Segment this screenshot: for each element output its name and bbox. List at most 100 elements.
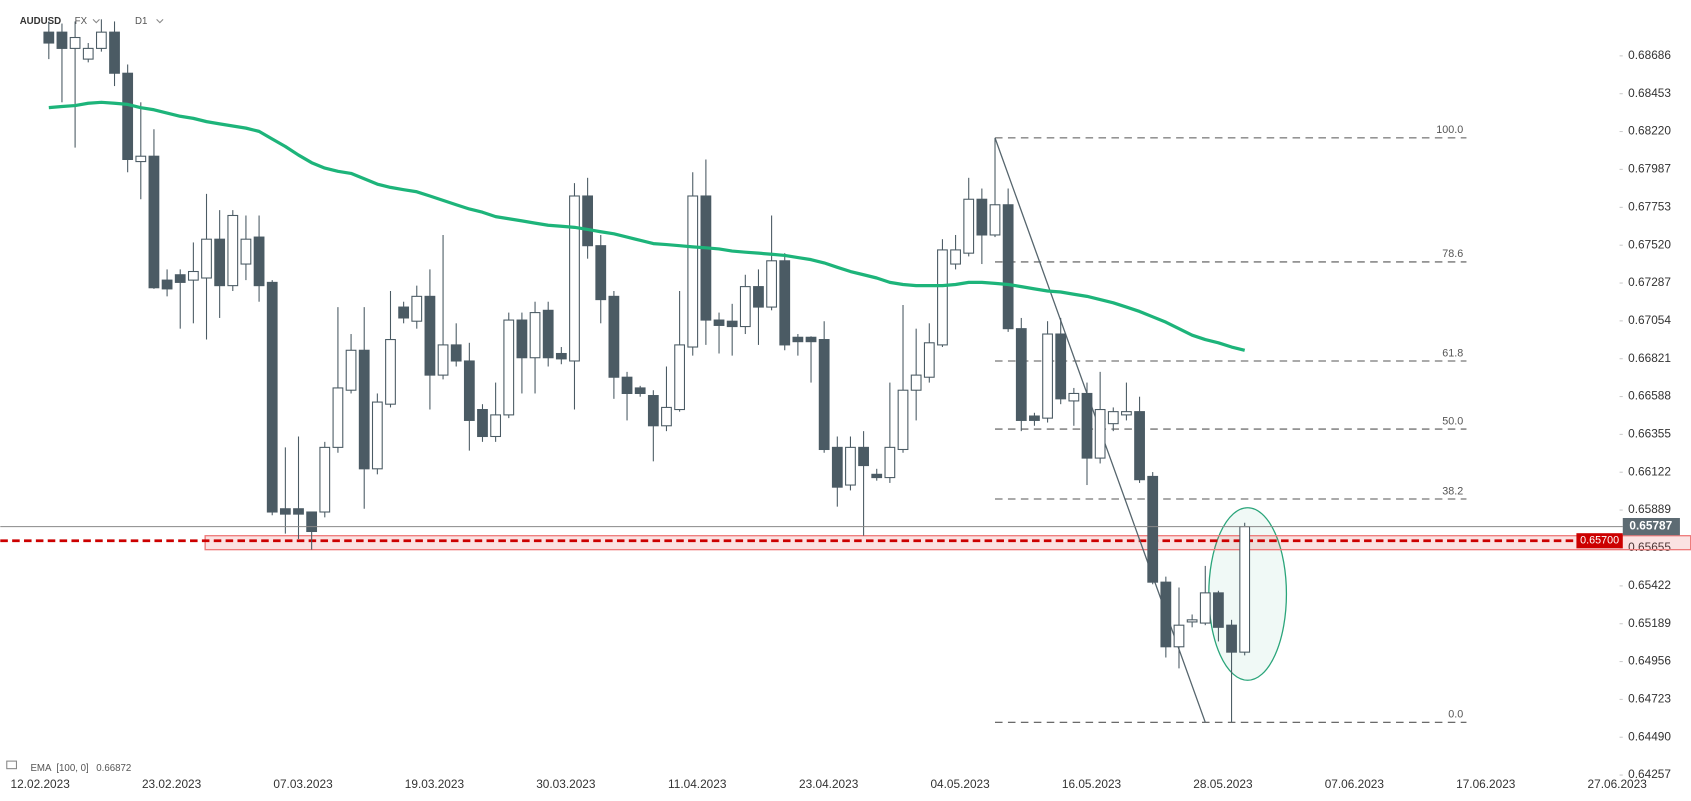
candle-body — [871, 473, 883, 479]
candle-body — [253, 236, 265, 287]
candle-body — [43, 31, 55, 44]
candle-body — [306, 511, 318, 533]
y-tick-label: 0.66355 — [1628, 427, 1671, 441]
candle-body — [963, 198, 975, 254]
candle-body — [1002, 204, 1014, 330]
fib-label: 100.0 — [1436, 124, 1463, 136]
fib-label: 78.6 — [1442, 248, 1463, 260]
symbol[interactable]: AUDUSD — [20, 16, 61, 27]
candle-body — [766, 260, 777, 308]
indicator-icon[interactable] — [6, 760, 18, 770]
indicator-params: [100, 0] — [56, 763, 88, 774]
fib-label: 50.0 — [1442, 415, 1463, 427]
x-tick-label: 12.02.2023 — [11, 777, 71, 791]
candle-body — [1015, 328, 1027, 421]
candle-body — [1239, 526, 1251, 653]
candle-body — [148, 155, 160, 289]
timeframe[interactable]: D1 — [135, 16, 147, 27]
candle-body — [450, 344, 462, 362]
candle-body — [319, 446, 331, 513]
market[interactable]: FX — [75, 16, 88, 27]
candle-body — [69, 36, 81, 49]
y-tick-label: 0.67520 — [1628, 237, 1671, 251]
x-tick-label: 30.03.2023 — [536, 777, 596, 791]
candle-body — [214, 238, 226, 287]
dropdown-arrow[interactable] — [156, 19, 164, 24]
candle-body — [56, 31, 68, 49]
x-tick-label: 17.06.2023 — [1456, 777, 1516, 791]
candle-body — [1042, 333, 1053, 419]
x-tick-label: 16.05.2023 — [1062, 777, 1122, 791]
y-tick-label: 0.65655 — [1628, 540, 1671, 554]
candle-body — [831, 446, 843, 488]
candle-body — [437, 344, 449, 376]
candle-body — [332, 387, 344, 448]
candle-body — [595, 245, 607, 301]
candle-body — [240, 238, 252, 265]
candle-body — [555, 352, 567, 360]
candle-body — [490, 414, 502, 438]
candle-body — [95, 31, 107, 49]
y-tick-label: 0.68220 — [1628, 124, 1671, 138]
candle-body — [976, 198, 988, 236]
y-tick-label: 0.65189 — [1628, 616, 1671, 630]
candle-body — [358, 349, 370, 470]
candle-body — [818, 339, 830, 451]
fib-label: 61.8 — [1442, 347, 1463, 359]
candle-body — [608, 295, 620, 378]
candle-body — [1081, 392, 1093, 459]
candle-body — [411, 295, 423, 322]
candle-body — [1186, 619, 1198, 623]
candle-body — [661, 406, 672, 427]
candle-body — [700, 195, 712, 321]
candle-body — [201, 238, 212, 279]
candle-body — [529, 312, 541, 359]
indicator-value: 0.66872 — [96, 763, 131, 774]
y-tick-label: 0.67987 — [1628, 161, 1671, 175]
candle-body — [739, 286, 751, 328]
candle-body — [1094, 408, 1106, 459]
y-tick-label: 0.65422 — [1628, 578, 1671, 592]
x-tick-label: 23.02.2023 — [142, 777, 202, 791]
candle-body — [910, 374, 922, 391]
candle-body — [858, 446, 869, 467]
candle-body — [1226, 624, 1237, 653]
x-tick-label: 23.04.2023 — [799, 777, 859, 791]
indicator-name[interactable]: EMA — [30, 763, 52, 774]
candle-body — [884, 446, 896, 479]
candle-body — [779, 260, 791, 346]
y-tick-label: 0.64723 — [1628, 692, 1671, 706]
candle-body — [1121, 411, 1132, 416]
candle-body — [187, 270, 199, 281]
candle-body — [687, 195, 699, 348]
candle-body — [634, 387, 646, 395]
y-tick-label: 0.67054 — [1628, 313, 1671, 327]
candle-body — [923, 342, 935, 378]
candle-body — [674, 344, 685, 411]
candle-body — [385, 339, 396, 405]
support-zone — [204, 535, 1691, 551]
candle-body — [989, 204, 1001, 236]
y-tick-label: 0.66821 — [1628, 351, 1671, 365]
candle-body — [424, 295, 436, 376]
candle-body — [266, 281, 278, 513]
candle-body — [542, 309, 554, 359]
ema-line — [48, 100, 1246, 352]
candle-body — [713, 319, 725, 326]
y-tick-label: 0.67287 — [1628, 275, 1671, 289]
fib-label: 0.0 — [1448, 709, 1463, 721]
x-tick-label: 07.06.2023 — [1325, 777, 1385, 791]
candle-body — [135, 155, 147, 163]
y-tick-label: 0.68686 — [1628, 48, 1671, 62]
candle-body — [753, 286, 764, 308]
candle-body — [1029, 415, 1040, 421]
candle-body — [647, 395, 659, 427]
fib-label: 38.2 — [1442, 485, 1463, 497]
candle-body — [293, 508, 304, 515]
candle-body — [463, 360, 475, 421]
candle-body — [1173, 624, 1185, 648]
candle-body — [516, 319, 528, 359]
dropdown-arrow[interactable] — [92, 19, 100, 24]
